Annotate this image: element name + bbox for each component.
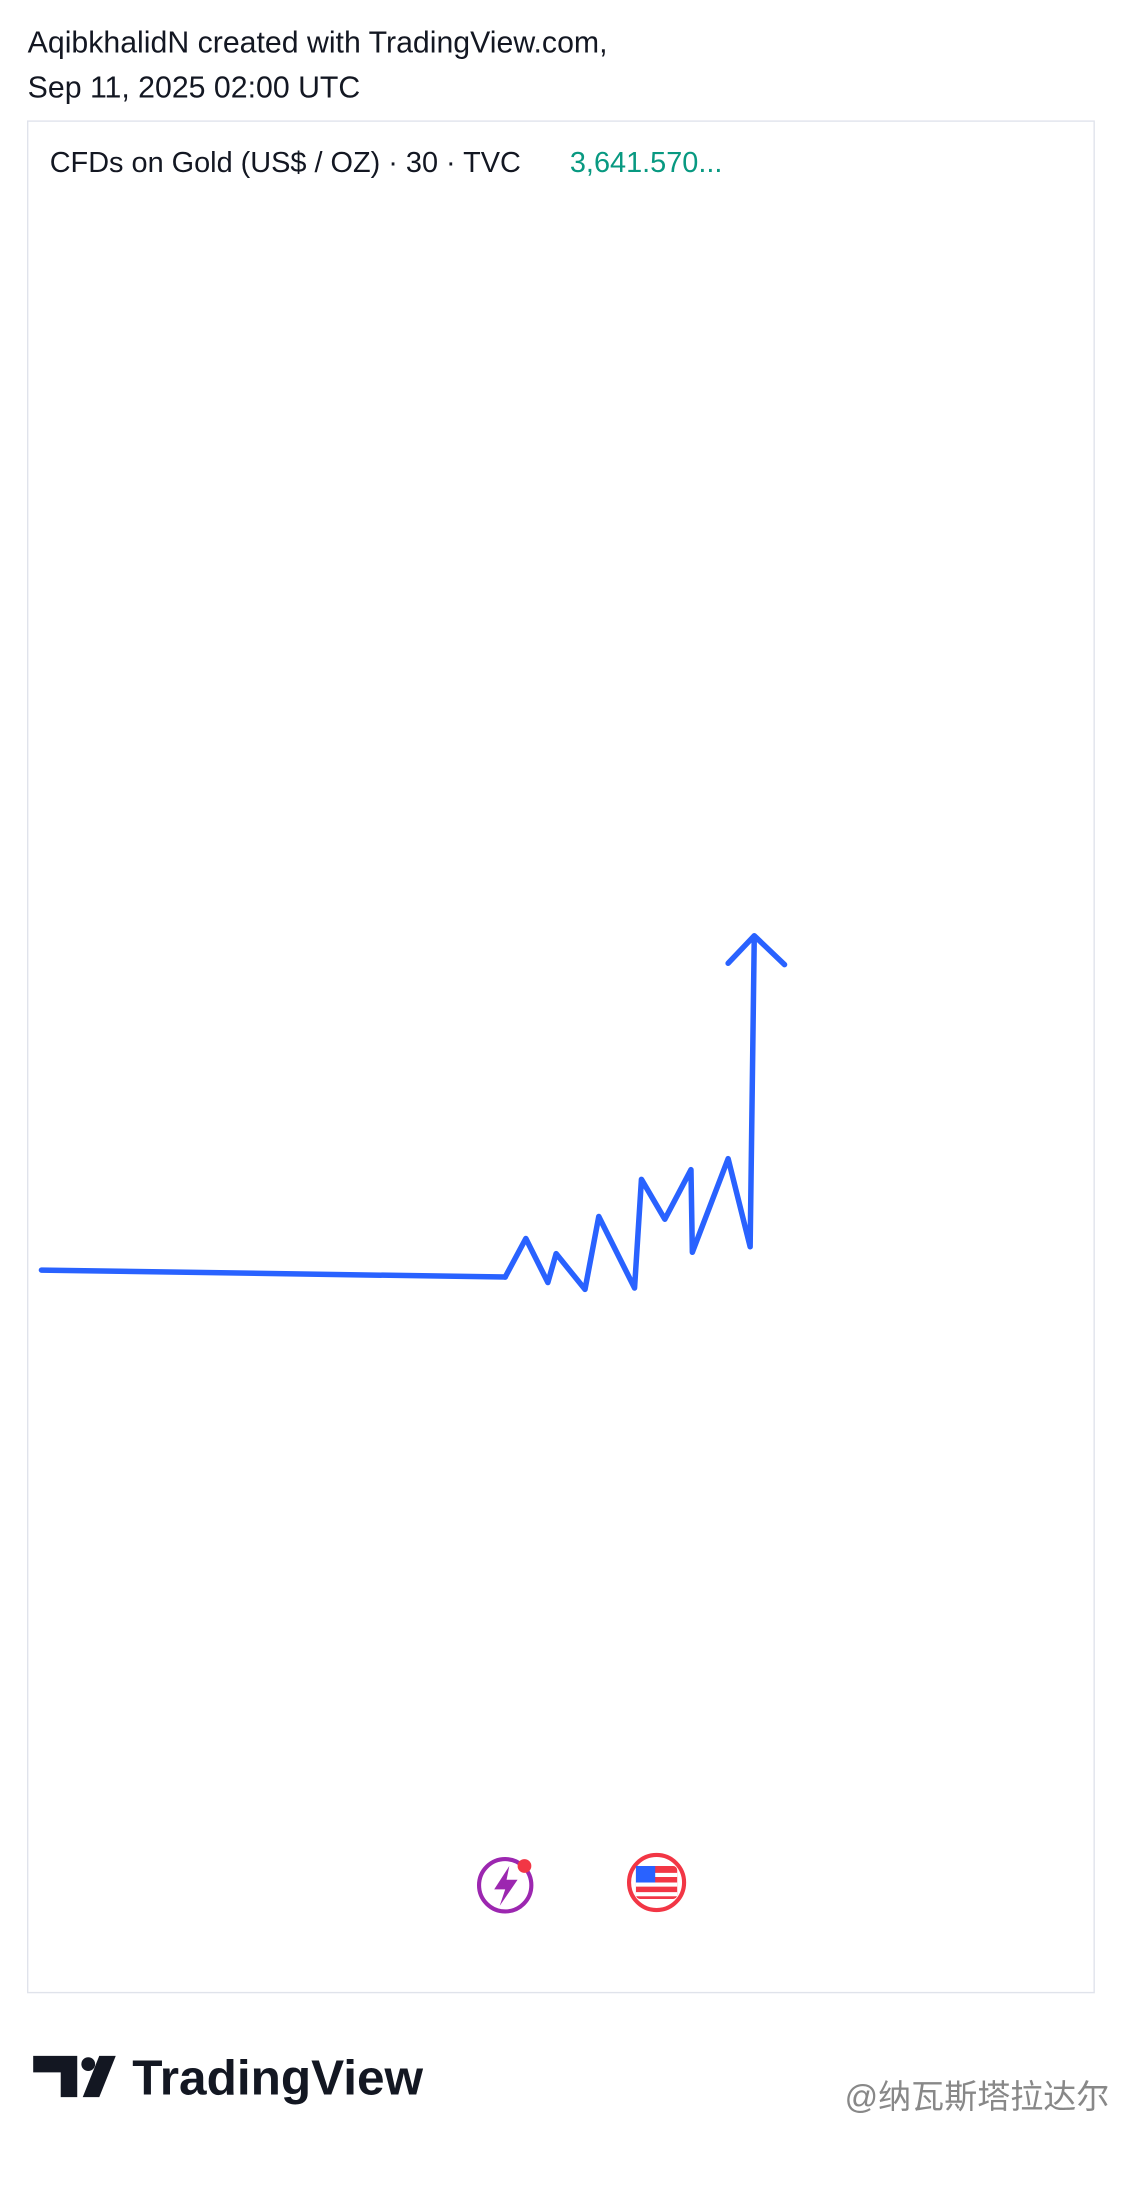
footer-logo: TradingView bbox=[132, 2050, 423, 2105]
support-line bbox=[38, 1267, 508, 1280]
chart-title: CFDs on Gold (US$ / OZ) · 30 · TVC bbox=[50, 147, 521, 179]
chart-frame bbox=[27, 120, 1095, 1994]
us-flag-icon bbox=[626, 1852, 687, 1913]
watermark: @纳瓦斯塔拉达尔 bbox=[845, 2078, 1110, 2115]
header-line2: Sep 11, 2025 02:00 UTC bbox=[28, 72, 361, 105]
header-line1: AqibkhalidN created with TradingView.com… bbox=[28, 26, 608, 59]
tv-logo-icon bbox=[33, 2055, 116, 2098]
header-price: 3,641.570... bbox=[570, 147, 723, 179]
projection-path bbox=[502, 932, 788, 1293]
lightning-icon bbox=[476, 1857, 534, 1914]
projection-drawing bbox=[38, 932, 788, 1293]
